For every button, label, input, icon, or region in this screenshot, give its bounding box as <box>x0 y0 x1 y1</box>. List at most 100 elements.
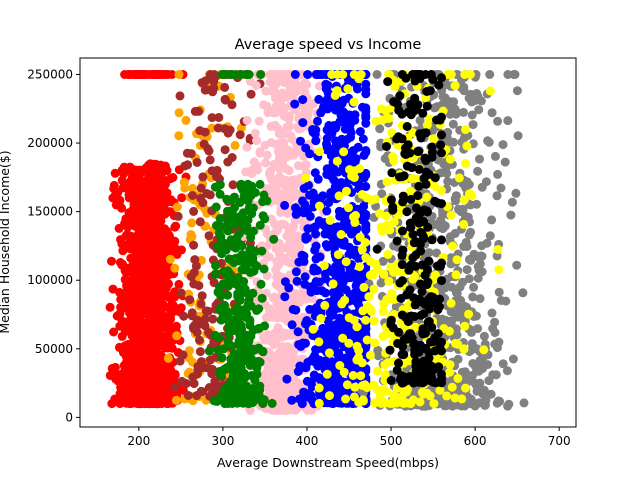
data-point <box>422 192 432 202</box>
data-point <box>410 322 420 332</box>
data-point <box>397 250 407 260</box>
data-point <box>315 70 325 79</box>
data-point <box>270 328 280 338</box>
data-point <box>388 152 398 161</box>
data-point <box>290 99 300 109</box>
y-tick-label: 200000 <box>27 136 73 150</box>
data-point <box>373 385 383 395</box>
data-point <box>291 267 301 277</box>
data-point <box>328 148 338 158</box>
data-point <box>361 220 371 230</box>
data-point <box>274 349 284 359</box>
data-point <box>464 309 474 319</box>
data-point <box>454 204 463 214</box>
data-point <box>490 317 500 327</box>
data-point <box>383 113 392 123</box>
data-point <box>246 89 256 99</box>
data-point <box>414 164 424 174</box>
data-point <box>492 191 502 201</box>
data-point <box>271 372 281 382</box>
x-axis-label: Average Downstream Speed(mbps) <box>217 455 439 470</box>
data-point <box>347 293 357 303</box>
data-point <box>135 235 145 244</box>
data-point <box>220 94 230 104</box>
data-point <box>232 303 242 313</box>
data-point <box>144 371 154 381</box>
data-point <box>397 260 407 270</box>
data-point <box>409 339 419 349</box>
data-point <box>379 269 389 279</box>
data-point <box>406 194 416 204</box>
data-point <box>399 350 409 360</box>
data-point <box>172 245 182 255</box>
data-point <box>361 79 371 89</box>
data-point <box>433 305 443 315</box>
data-point <box>249 259 259 268</box>
data-point <box>464 254 474 264</box>
data-point <box>298 95 308 105</box>
data-point <box>226 70 236 79</box>
data-point <box>366 306 376 316</box>
data-point <box>158 227 168 237</box>
data-point <box>410 106 420 116</box>
x-tick-label: 400 <box>296 434 319 448</box>
data-point <box>252 136 262 146</box>
data-point <box>149 168 159 178</box>
data-point <box>440 401 450 411</box>
data-point <box>118 183 128 193</box>
data-point <box>170 236 180 246</box>
data-point <box>266 352 276 362</box>
data-point <box>334 191 344 201</box>
data-point <box>394 358 403 368</box>
data-point <box>411 250 421 260</box>
data-point <box>336 230 346 239</box>
data-point <box>171 395 181 405</box>
data-point <box>224 328 234 338</box>
data-point <box>421 156 431 166</box>
data-point <box>313 174 323 184</box>
data-point <box>272 366 282 375</box>
data-point <box>147 399 157 408</box>
data-point <box>135 179 145 189</box>
data-point <box>341 394 351 404</box>
data-point <box>175 91 185 101</box>
data-point <box>135 307 145 317</box>
data-point <box>450 228 460 238</box>
data-point <box>506 210 516 220</box>
data-point <box>354 353 363 362</box>
data-point <box>207 113 217 123</box>
data-point <box>340 124 350 134</box>
data-point <box>184 346 194 356</box>
data-point <box>138 325 148 335</box>
data-point <box>113 376 123 386</box>
data-point <box>462 302 472 312</box>
data-point <box>469 282 479 292</box>
data-point <box>242 309 252 319</box>
data-point <box>519 398 529 408</box>
data-point <box>333 250 343 260</box>
data-point <box>280 253 290 263</box>
data-point <box>355 262 365 272</box>
data-point <box>382 294 392 304</box>
data-point <box>284 283 294 293</box>
data-point <box>162 399 172 409</box>
data-point <box>364 292 374 302</box>
data-point <box>111 200 121 210</box>
data-point <box>454 173 464 183</box>
data-point <box>117 331 127 341</box>
data-point <box>190 255 200 265</box>
data-point <box>335 313 344 323</box>
data-point <box>336 265 345 275</box>
data-point <box>287 395 297 405</box>
data-point <box>253 165 262 175</box>
data-point <box>349 269 359 279</box>
data-point <box>205 155 215 165</box>
data-point <box>382 177 392 187</box>
data-point <box>340 217 350 227</box>
data-point <box>392 394 402 404</box>
data-point <box>257 293 267 303</box>
data-point <box>165 254 175 264</box>
data-point <box>498 359 508 369</box>
data-point <box>275 164 285 174</box>
data-point <box>311 229 321 239</box>
